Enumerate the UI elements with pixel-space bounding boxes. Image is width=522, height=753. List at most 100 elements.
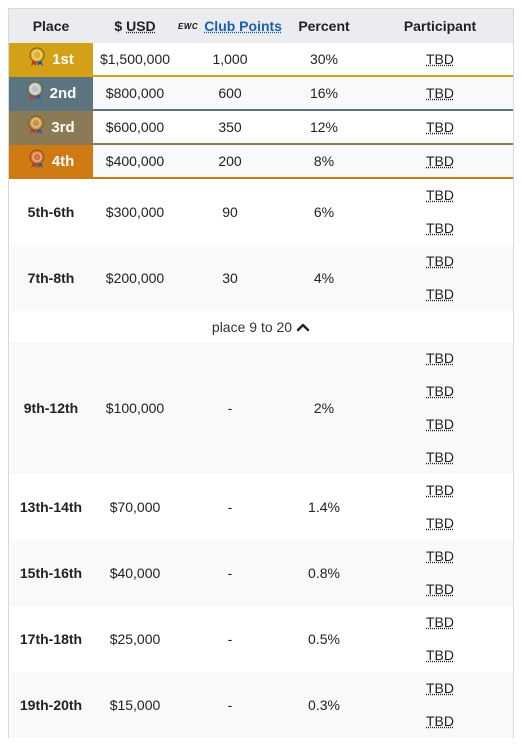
table-row: 19th-20th $15,000 - 0.3% TBD TBD bbox=[9, 672, 513, 738]
table-row: 13th-14th $70,000 - 1.4% TBD TBD bbox=[9, 474, 513, 540]
percent: 0.3% bbox=[308, 697, 340, 713]
header-place: Place bbox=[32, 18, 70, 34]
club-points: 200 bbox=[218, 153, 242, 169]
club-points: 600 bbox=[218, 85, 242, 101]
participant-tbd[interactable]: TBD bbox=[426, 515, 454, 531]
header-usd-abbr: USD bbox=[126, 18, 156, 34]
participant-cell: TBD TBD bbox=[365, 540, 515, 606]
participant-tbd[interactable]: TBD bbox=[426, 548, 454, 564]
place-range: 9th-12th bbox=[23, 400, 79, 416]
club-points: 90 bbox=[222, 204, 238, 220]
header-club-points: EWC Club Points bbox=[177, 9, 283, 43]
participant-cell: TBD TBD bbox=[365, 606, 515, 672]
prize-usd: $400,000 bbox=[105, 153, 165, 169]
percent: 0.5% bbox=[308, 631, 340, 647]
place-range: 15th-16th bbox=[19, 565, 83, 581]
rank-label: 1st bbox=[52, 50, 74, 68]
place-range-toggle[interactable]: place 9 to 20 bbox=[9, 311, 513, 342]
header-usd-prefix: $ bbox=[114, 18, 123, 34]
participant-tbd[interactable]: TBD bbox=[426, 85, 454, 101]
participant-cell: TBD TBD TBD TBD bbox=[365, 342, 515, 474]
table-row: 3rd $600,000 350 12% TBD bbox=[9, 111, 513, 145]
rank-label: 4th bbox=[51, 152, 75, 170]
medal-icon bbox=[28, 149, 46, 173]
chevron-up-icon bbox=[296, 319, 310, 335]
rank-label: 2nd bbox=[49, 84, 77, 102]
prize-usd: $200,000 bbox=[105, 270, 165, 286]
prize-usd: $1,500,000 bbox=[99, 51, 171, 67]
table-row: 4th $400,000 200 8% TBD bbox=[9, 145, 513, 179]
table-row: 15th-16th $40,000 - 0.8% TBD TBD bbox=[9, 540, 513, 606]
participant-tbd[interactable]: TBD bbox=[426, 350, 454, 366]
table-row: 5th-6th $300,000 90 6% TBD TBD bbox=[9, 179, 513, 245]
percent: 1.4% bbox=[308, 499, 340, 515]
medal-icon bbox=[27, 115, 45, 139]
participant-tbd[interactable]: TBD bbox=[426, 119, 454, 135]
participant-tbd[interactable]: TBD bbox=[426, 647, 454, 663]
percent: 6% bbox=[313, 204, 335, 220]
participant-tbd[interactable]: TBD bbox=[426, 581, 454, 597]
participant-tbd[interactable]: TBD bbox=[426, 449, 454, 465]
table-row: 17th-18th $25,000 - 0.5% TBD TBD bbox=[9, 606, 513, 672]
participant-tbd[interactable]: TBD bbox=[426, 713, 454, 729]
club-points: 350 bbox=[218, 119, 242, 135]
prize-usd: $25,000 bbox=[109, 631, 161, 647]
rank-label: 3rd bbox=[51, 118, 75, 136]
participant-cell: TBD TBD bbox=[365, 245, 515, 311]
club-points: - bbox=[227, 697, 233, 713]
percent: 30% bbox=[309, 51, 339, 67]
prize-usd: $800,000 bbox=[105, 85, 165, 101]
participant-cell: TBD TBD bbox=[365, 474, 515, 540]
place-range: 5th-6th bbox=[27, 204, 75, 220]
participant-cell: TBD TBD bbox=[365, 179, 515, 245]
table-header: Place $ USD EWC Club Points Percent Part… bbox=[9, 9, 513, 43]
participant-tbd[interactable]: TBD bbox=[426, 187, 454, 203]
participant-tbd[interactable]: TBD bbox=[426, 286, 454, 302]
participant-tbd[interactable]: TBD bbox=[426, 220, 454, 236]
table-row: 9th-12th $100,000 - 2% TBD TBD TBD TBD bbox=[9, 342, 513, 474]
participant-tbd[interactable]: TBD bbox=[426, 482, 454, 498]
participant-tbd[interactable]: TBD bbox=[426, 614, 454, 630]
place-range: 13th-14th bbox=[19, 499, 83, 515]
percent: 8% bbox=[313, 153, 335, 169]
header-usd: $ USD bbox=[93, 9, 177, 43]
rank-cell: 2nd bbox=[9, 77, 93, 109]
participant-tbd[interactable]: TBD bbox=[426, 680, 454, 696]
header-participant: Participant bbox=[403, 18, 477, 34]
toggle-label: place 9 to 20 bbox=[211, 318, 293, 335]
participant-cell: TBD bbox=[365, 145, 515, 177]
medal-icon bbox=[28, 47, 46, 71]
club-points-link[interactable]: Club Points bbox=[204, 18, 282, 34]
club-points: - bbox=[227, 631, 233, 647]
table-row: 7th-8th $200,000 30 4% TBD TBD bbox=[9, 245, 513, 311]
participant-tbd[interactable]: TBD bbox=[426, 416, 454, 432]
participant-cell: TBD bbox=[365, 43, 515, 75]
place-range: 7th-8th bbox=[27, 270, 75, 286]
percent: 16% bbox=[309, 85, 339, 101]
club-points: - bbox=[227, 565, 233, 581]
club-points: 30 bbox=[222, 270, 238, 286]
percent: 2% bbox=[313, 400, 335, 416]
percent: 0.8% bbox=[308, 565, 340, 581]
prize-usd: $300,000 bbox=[105, 204, 165, 220]
place-range: 17th-18th bbox=[19, 631, 83, 647]
participant-tbd[interactable]: TBD bbox=[426, 51, 454, 67]
medal-icon bbox=[26, 81, 44, 105]
participant-cell: TBD TBD bbox=[365, 672, 515, 738]
ewc-logo-icon: EWC bbox=[178, 21, 199, 31]
participant-cell: TBD bbox=[365, 77, 515, 109]
percent: 12% bbox=[309, 119, 339, 135]
prize-usd: $40,000 bbox=[109, 565, 161, 581]
table-row: 2nd $800,000 600 16% TBD bbox=[9, 77, 513, 111]
participant-tbd[interactable]: TBD bbox=[426, 253, 454, 269]
participant-tbd[interactable]: TBD bbox=[426, 153, 454, 169]
participant-tbd[interactable]: TBD bbox=[426, 383, 454, 399]
header-percent: Percent bbox=[298, 18, 350, 34]
prize-usd: $100,000 bbox=[105, 400, 165, 416]
prize-usd: $15,000 bbox=[109, 697, 161, 713]
rank-cell: 1st bbox=[9, 43, 93, 75]
prize-usd: $600,000 bbox=[105, 119, 165, 135]
percent: 4% bbox=[313, 270, 335, 286]
prize-usd: $70,000 bbox=[109, 499, 161, 515]
rank-cell: 3rd bbox=[9, 111, 93, 143]
